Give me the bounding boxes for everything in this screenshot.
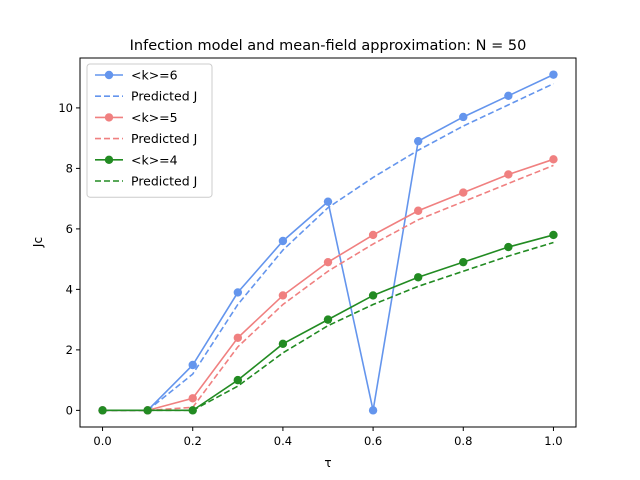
data-point: [323, 197, 333, 206]
legend-marker: [104, 113, 114, 122]
data-point: [323, 257, 333, 267]
data-point: [413, 206, 423, 215]
legend-label: Predicted J: [131, 89, 197, 104]
plot-frame: [79, 57, 577, 428]
y-tick-label: 2: [66, 343, 73, 357]
data-point: [549, 155, 558, 164]
legend-marker: [104, 70, 114, 80]
chart-title: Infection model and mean-field approxima…: [130, 38, 527, 54]
predicted-line-3: [102, 164, 554, 412]
legend: <k>=6 Predicted J <k>=5 Predicted J <k>=4 Pre…: [86, 63, 213, 198]
legend-label: <k>=6: [131, 68, 178, 83]
y-axis: 0 2 4 6 8 10: [58, 101, 80, 417]
data-point: [188, 394, 197, 403]
data-point: [504, 170, 513, 179]
data-point: [278, 236, 288, 246]
data-point: [233, 333, 243, 342]
legend-label: Predicted J: [131, 174, 197, 189]
y-tick-label: 0: [66, 403, 73, 417]
x-axis-label: τ: [324, 456, 331, 470]
predicted-line-1: [102, 82, 554, 412]
legend-label: <k>=4: [131, 152, 178, 167]
y-tick-label: 10: [58, 101, 73, 115]
x-tick-label: 1.0: [544, 434, 562, 448]
legend-box: [86, 63, 213, 198]
series-layer: [98, 70, 558, 415]
x-tick-label: 0.0: [93, 434, 111, 448]
x-tick-label: 0.6: [364, 434, 382, 448]
data-point: [413, 136, 423, 146]
legend-label: <k>=5: [131, 110, 178, 125]
data-point: [278, 339, 288, 349]
x-tick-label: 0.4: [274, 434, 292, 448]
data-point: [504, 91, 513, 101]
data-point: [459, 188, 468, 197]
data-point: [504, 242, 513, 252]
data-point: [549, 70, 558, 79]
data-point: [459, 257, 468, 267]
data-point: [233, 288, 243, 297]
legend-label: Predicted J: [131, 131, 197, 146]
x-axis: 0.0 0.2 0.4 0.6 0.8 1.0: [93, 427, 563, 448]
data-point: [368, 230, 378, 240]
y-tick-label: 8: [66, 161, 73, 175]
data-point: [368, 291, 378, 300]
x-tick-label: 0.8: [454, 434, 472, 448]
predicted-line-5: [102, 241, 554, 412]
x-tick-label: 0.2: [184, 434, 202, 448]
legend-marker: [104, 155, 114, 164]
data-point: [459, 112, 468, 122]
data-point: [188, 360, 197, 370]
data-point: [413, 273, 423, 282]
data-point: [549, 230, 558, 240]
data-point: [233, 375, 243, 385]
y-tick-label: 6: [66, 222, 73, 236]
y-axis-label: Jc: [31, 237, 45, 248]
y-tick-label: 4: [66, 282, 73, 296]
data-point: [368, 406, 378, 415]
data-point: [278, 291, 288, 300]
data-point: [323, 315, 333, 324]
